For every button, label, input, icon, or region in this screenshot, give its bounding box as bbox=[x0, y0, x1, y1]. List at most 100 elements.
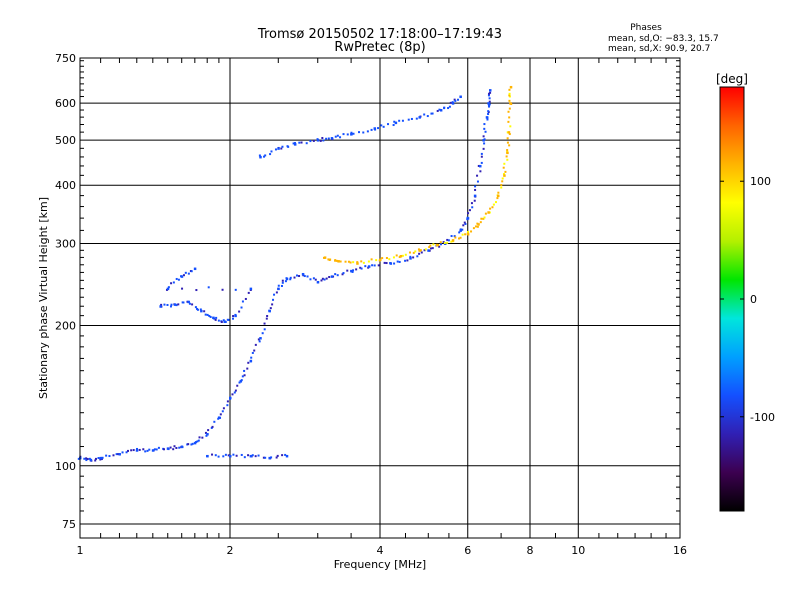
data-point bbox=[327, 137, 330, 140]
colorbar-tick-label: 0 bbox=[750, 293, 757, 306]
data-point bbox=[491, 206, 494, 209]
data-point bbox=[247, 361, 250, 364]
data-point bbox=[385, 262, 388, 265]
data-point bbox=[489, 89, 492, 92]
data-point bbox=[385, 256, 388, 259]
data-point bbox=[360, 260, 363, 263]
data-point bbox=[451, 102, 455, 105]
data-point bbox=[503, 174, 506, 177]
data-point bbox=[249, 454, 253, 458]
y-tick-label: 750 bbox=[55, 52, 76, 65]
data-point bbox=[319, 139, 322, 142]
data-point bbox=[281, 145, 284, 148]
data-point bbox=[194, 306, 197, 309]
data-point bbox=[476, 174, 479, 177]
data-point bbox=[170, 282, 173, 285]
data-point bbox=[487, 102, 490, 105]
data-point bbox=[118, 453, 121, 456]
data-point bbox=[121, 451, 124, 454]
data-point bbox=[383, 261, 386, 264]
data-point bbox=[231, 393, 234, 396]
data-point bbox=[476, 225, 479, 228]
data-point bbox=[236, 384, 239, 387]
data-point bbox=[208, 314, 211, 317]
data-point bbox=[241, 375, 244, 378]
data-point bbox=[505, 155, 508, 158]
data-point bbox=[99, 456, 103, 460]
data-point bbox=[148, 448, 151, 451]
data-point bbox=[210, 426, 213, 429]
data-point bbox=[466, 217, 470, 220]
data-point bbox=[473, 194, 477, 198]
data-point bbox=[182, 301, 185, 304]
data-point bbox=[330, 275, 334, 278]
data-point bbox=[221, 410, 224, 413]
data-point bbox=[219, 413, 222, 416]
data-point bbox=[287, 145, 290, 148]
data-point bbox=[226, 404, 229, 407]
data-point bbox=[83, 457, 86, 460]
data-point bbox=[217, 455, 220, 458]
data-point bbox=[173, 303, 177, 306]
data-point bbox=[504, 170, 507, 173]
data-point bbox=[350, 131, 353, 134]
data-point bbox=[276, 454, 279, 457]
data-point bbox=[285, 454, 289, 458]
data-point bbox=[424, 248, 427, 251]
colorbar-tick-label: 100 bbox=[750, 175, 771, 188]
data-point bbox=[249, 359, 253, 363]
data-point bbox=[482, 217, 485, 220]
data-point bbox=[309, 278, 312, 281]
data-point bbox=[263, 328, 266, 331]
data-point bbox=[323, 278, 326, 281]
data-point bbox=[284, 280, 287, 283]
data-point bbox=[423, 113, 426, 116]
data-point bbox=[258, 154, 261, 157]
data-point bbox=[321, 136, 324, 139]
data-point bbox=[432, 243, 435, 246]
chart-title: Tromsø 20150502 17:18:00–17:19:43 bbox=[257, 27, 503, 42]
data-point bbox=[175, 304, 178, 307]
y-tick-label: 300 bbox=[55, 237, 76, 250]
data-point bbox=[344, 260, 347, 263]
data-point bbox=[166, 303, 169, 306]
data-point bbox=[135, 449, 139, 452]
chart-subtitle: RwPretec (8p) bbox=[334, 40, 426, 55]
data-point bbox=[259, 155, 262, 159]
data-point bbox=[470, 202, 473, 205]
data-point bbox=[306, 275, 309, 278]
data-point bbox=[243, 369, 246, 372]
data-point bbox=[449, 101, 452, 104]
data-point bbox=[190, 270, 193, 273]
data-point bbox=[487, 104, 490, 107]
data-point bbox=[443, 242, 446, 245]
x-tick-label: 4 bbox=[377, 544, 384, 557]
data-point bbox=[250, 356, 253, 359]
data-point bbox=[462, 224, 465, 227]
data-point bbox=[336, 134, 339, 137]
data-point bbox=[401, 119, 404, 122]
data-point bbox=[298, 275, 301, 278]
data-point bbox=[284, 453, 287, 456]
data-point bbox=[356, 262, 359, 265]
data-point bbox=[155, 448, 158, 451]
plot-frame bbox=[79, 57, 681, 539]
data-point bbox=[232, 315, 235, 318]
data-point bbox=[99, 458, 102, 461]
y-axis-label: Stationary phase Virtual Height [km] bbox=[37, 197, 50, 399]
data-point bbox=[263, 155, 266, 158]
data-point bbox=[483, 142, 486, 145]
data-point bbox=[169, 305, 172, 308]
data-point bbox=[153, 448, 156, 451]
data-point bbox=[312, 277, 315, 280]
data-point bbox=[342, 272, 345, 275]
data-point bbox=[325, 277, 328, 280]
x-tick-label: 6 bbox=[464, 544, 471, 557]
data-points bbox=[77, 85, 513, 462]
data-point bbox=[204, 313, 207, 316]
data-point bbox=[508, 116, 511, 119]
data-point bbox=[487, 211, 490, 214]
data-point bbox=[177, 278, 180, 281]
data-point bbox=[500, 184, 503, 187]
data-point bbox=[341, 273, 344, 276]
